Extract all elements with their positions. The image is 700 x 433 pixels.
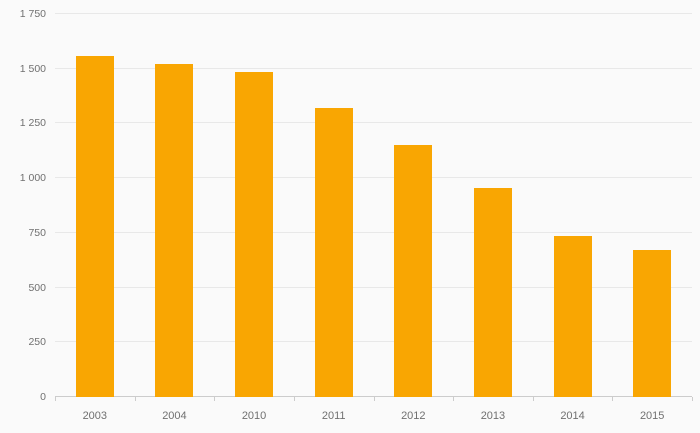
gridline (55, 13, 692, 14)
y-axis-tick-label: 1 750 (19, 8, 46, 20)
x-axis-tick (214, 397, 216, 401)
gridline (55, 177, 692, 179)
y-axis-tick-label: 250 (28, 336, 46, 349)
x-axis-category-label: 2012 (401, 410, 426, 422)
x-axis-category-label: 2013 (480, 410, 506, 422)
bar-slot (533, 14, 613, 397)
bar-slot (374, 14, 454, 397)
x-axis-tick (55, 397, 56, 401)
gridline (55, 341, 692, 343)
bar-slot (214, 14, 294, 397)
gridline (55, 122, 692, 124)
bar-2014[interactable] (553, 236, 592, 397)
x-axis-tick (453, 397, 455, 401)
bar-series (55, 14, 692, 397)
x-axis-category-label: 2014 (560, 410, 585, 422)
y-axis-tick-label: 1 250 (19, 117, 46, 130)
y-axis-tick-label: 0 (40, 391, 46, 403)
gridline (55, 67, 692, 69)
x-axis-category-label: 2003 (82, 410, 108, 422)
x-axis-tick (373, 397, 375, 401)
x-axis-category-label: 2015 (639, 410, 665, 422)
y-axis-tick-label: 1 000 (19, 172, 46, 185)
bar-slot (55, 14, 135, 397)
bar-slot (453, 14, 533, 397)
plot-area: 0 250 500 750 1 000 1 250 1 500 1 750 (20, 8, 693, 403)
bar-2004[interactable] (155, 64, 194, 397)
bar-2012[interactable] (394, 145, 433, 397)
x-axis-line (55, 396, 692, 397)
bar-2003[interactable] (75, 55, 114, 397)
bar-2011[interactable] (314, 108, 353, 397)
y-axis-tick-label: 500 (28, 281, 46, 294)
y-axis-tick-label: 1 500 (19, 62, 46, 75)
bar-slot (294, 14, 374, 397)
x-axis-category-label: 2011 (321, 410, 346, 422)
bar-2010[interactable] (235, 72, 274, 397)
gridline (55, 286, 692, 288)
bar-2015[interactable] (633, 250, 672, 397)
bar-slot (612, 14, 692, 397)
gridline (55, 231, 692, 233)
x-axis-tick (134, 397, 136, 401)
x-axis-category-label: 2010 (241, 410, 267, 422)
x-axis-category-label: 2004 (162, 410, 187, 422)
x-axis-labels: 2003 2004 2010 2011 2012 2013 2014 2015 (55, 410, 692, 426)
y-axis-tick-label: 750 (28, 226, 46, 239)
x-axis-tick (692, 397, 693, 401)
x-axis-tick (532, 397, 534, 401)
bar-slot (135, 14, 215, 397)
bar-2013[interactable] (473, 188, 512, 397)
x-axis-tick (293, 397, 295, 401)
x-axis-tick (612, 397, 614, 401)
